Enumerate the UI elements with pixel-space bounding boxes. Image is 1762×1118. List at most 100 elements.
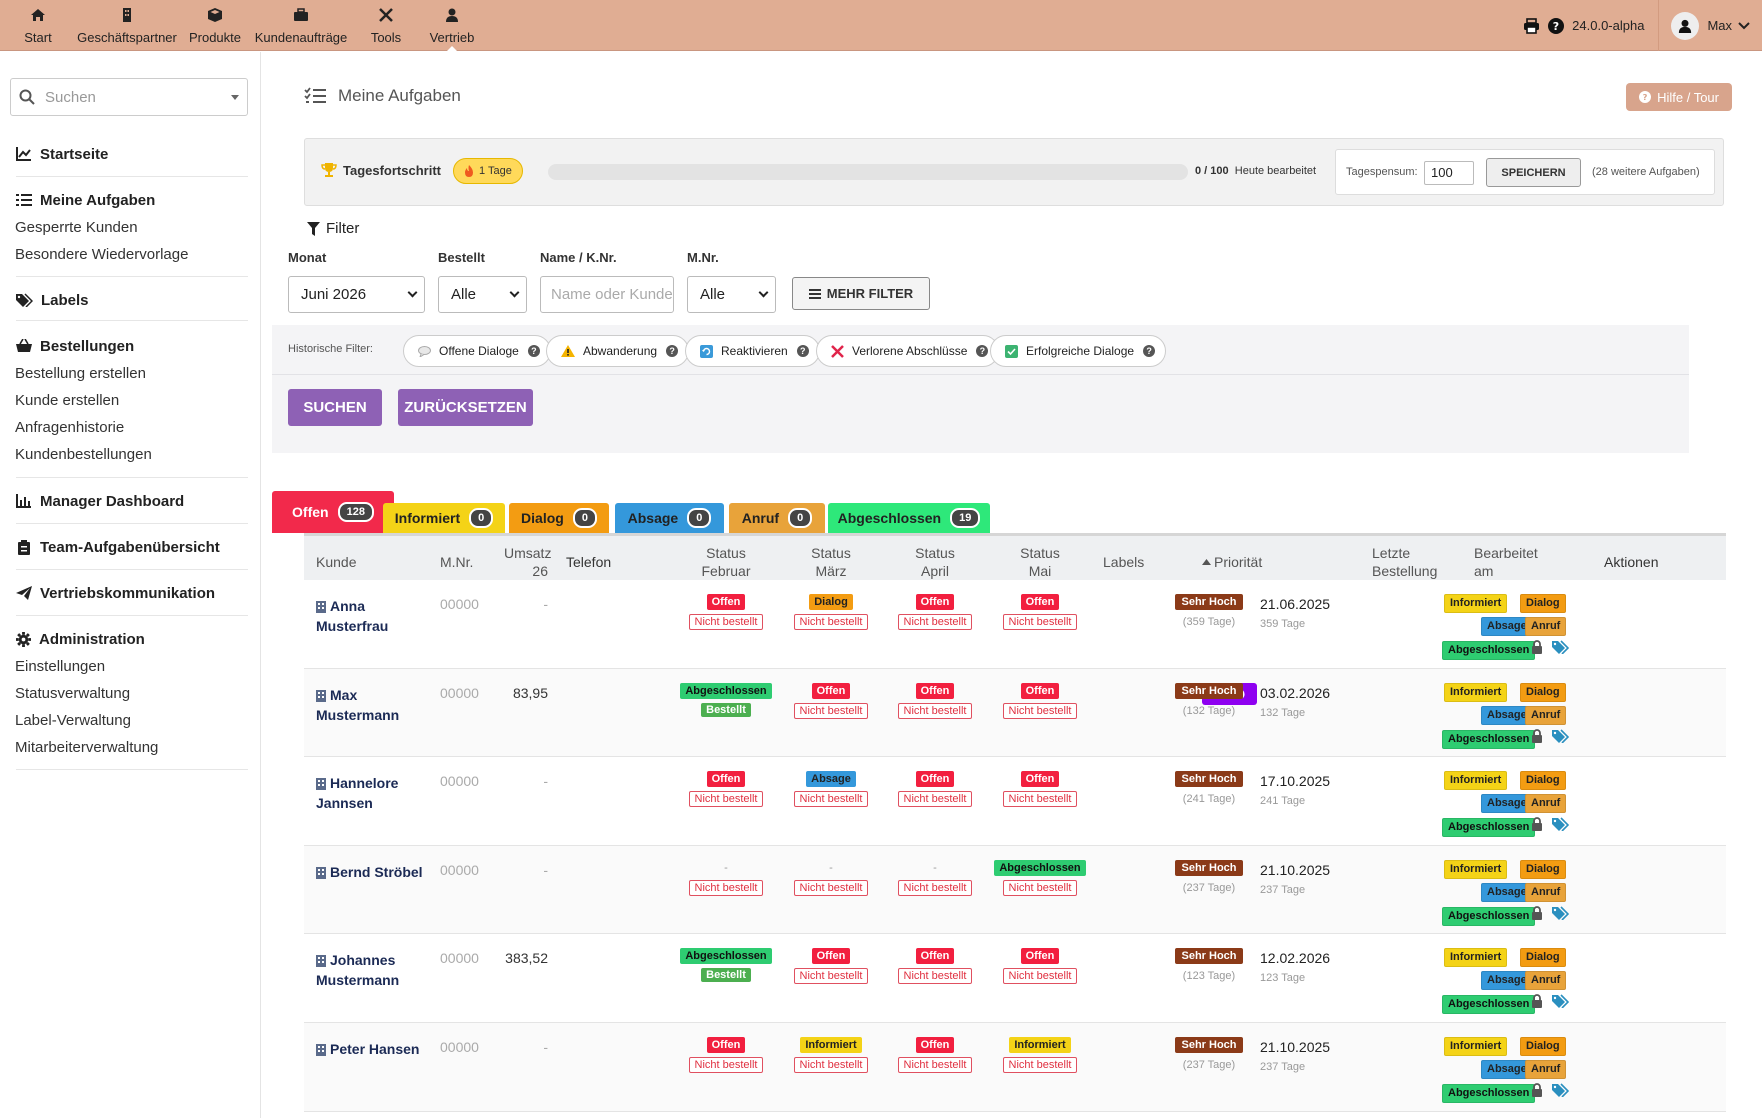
action-abgeschlossen-button[interactable]: Abgeschlossen xyxy=(1442,1083,1536,1103)
sidebar-item-labels[interactable]: Labels xyxy=(16,288,248,312)
action-dialog-button[interactable]: Dialog xyxy=(1520,682,1566,702)
user-menu[interactable]: Max xyxy=(1658,0,1762,51)
customer-name[interactable]: Peter Hansen xyxy=(316,1039,436,1059)
header-umsatz[interactable]: Umsatz 26 xyxy=(504,544,551,580)
action-informiert-button[interactable]: Informiert xyxy=(1444,1036,1508,1056)
lock-icon[interactable] xyxy=(1531,1083,1543,1097)
customer-name[interactable]: Anna Musterfrau xyxy=(316,596,436,636)
question-icon[interactable]: ? xyxy=(796,345,809,357)
sidebar-item-besondere-wiedervorlage[interactable]: Besondere Wiedervorlage xyxy=(15,246,189,263)
header-status-mar[interactable]: Status März xyxy=(776,544,886,580)
tab-2[interactable]: Dialog 0 xyxy=(509,503,609,533)
sidebar-item-team[interactable]: Team-Aufgabenübersicht xyxy=(16,535,248,559)
sidebar-item-kunde-erstellen[interactable]: Kunde erstellen xyxy=(15,392,120,409)
tags-icon[interactable] xyxy=(1552,994,1569,1009)
hist-filter-erfolgreiche-dialoge[interactable]: Erfolgreiche Dialoge? xyxy=(990,335,1167,367)
action-dialog-button[interactable]: Dialog xyxy=(1520,859,1566,879)
header-telefon[interactable]: Telefon xyxy=(566,554,612,570)
sidebar-item-bestellung-erstellen[interactable]: Bestellung erstellen xyxy=(15,365,146,382)
tags-icon[interactable] xyxy=(1552,1083,1569,1097)
sidebar-item-gesperrte-kunden[interactable]: Gesperrte Kunden xyxy=(15,219,138,236)
sidebar-item-kundenbestellungen[interactable]: Kundenbestellungen xyxy=(15,446,152,463)
lock-icon[interactable] xyxy=(1531,905,1543,920)
save-quota-button[interactable]: SPEICHERN xyxy=(1486,158,1581,187)
lock-icon[interactable] xyxy=(1531,817,1543,832)
action-abgeschlossen-button[interactable]: Abgeschlossen xyxy=(1442,995,1536,1015)
header-status-feb[interactable]: Status Februar xyxy=(671,544,781,580)
table-row[interactable]: Peter Hansen 00000- Offen Nicht bestellt Inf… xyxy=(304,1022,1726,1112)
nav-geschaeftspartner[interactable]: Geschäftspartner xyxy=(75,0,179,51)
header-mnr[interactable]: M.Nr. xyxy=(440,554,474,570)
more-filter-button[interactable]: MEHR FILTER xyxy=(792,277,930,310)
action-absage-button[interactable]: Absage xyxy=(1481,617,1533,636)
sidebar-item-anfragenhistorie[interactable]: Anfragenhistorie xyxy=(15,419,125,436)
table-row[interactable]: Anna Musterfrau 00000- Offen Nicht bestellt D… xyxy=(304,580,1726,669)
hist-filter-reaktivieren[interactable]: Reaktivieren? xyxy=(685,335,820,367)
sidebar-item-startseite[interactable]: Startseite xyxy=(16,142,248,166)
sidebar-item-manager-dashboard[interactable]: Manager Dashboard xyxy=(16,489,248,513)
tags-icon[interactable] xyxy=(1552,817,1569,832)
action-informiert-button[interactable]: Informiert xyxy=(1444,948,1508,968)
sidebar-item-statusverwaltung[interactable]: Statusverwaltung xyxy=(15,685,131,702)
sidebar-item-mitarbeiterverwaltung[interactable]: Mitarbeiterverwaltung xyxy=(15,739,159,756)
header-status-mai[interactable]: Status Mai xyxy=(985,544,1095,580)
sidebar-item-label-verwaltung[interactable]: Label-Verwaltung xyxy=(15,712,131,729)
customer-name[interactable]: Hannelore Jannsen xyxy=(316,773,436,813)
action-anruf-button[interactable]: Anruf xyxy=(1525,617,1567,636)
header-bearbeitet-am[interactable]: Bearbeitet am xyxy=(1474,544,1538,580)
action-absage-button[interactable]: Absage xyxy=(1481,705,1533,725)
nav-tools[interactable]: Tools xyxy=(365,0,407,51)
tags-icon[interactable] xyxy=(1552,640,1569,654)
table-row[interactable]: Max Mustermann 00000 83,95 Abgeschlossen Best… xyxy=(304,668,1726,758)
hist-filter-verlorene-abschluesse[interactable]: Verlorene Abschlüsse? xyxy=(816,335,1000,367)
tab-3[interactable]: Absage 0 xyxy=(615,503,724,533)
reset-button[interactable]: ZURÜCKSETZEN xyxy=(398,389,533,426)
action-abgeschlossen-button[interactable]: Abgeschlossen xyxy=(1442,641,1536,660)
action-abgeschlossen-button[interactable]: Abgeschlossen xyxy=(1442,906,1536,926)
question-icon[interactable]: ? xyxy=(1143,345,1156,357)
table-row[interactable]: Hannelore Jannsen 00000 - Offen Nicht bestell… xyxy=(304,757,1726,846)
action-abgeschlossen-button[interactable]: Abgeschlossen xyxy=(1442,818,1536,838)
question-icon[interactable]: ? xyxy=(666,345,679,357)
sidebar-item-meine-aufgaben[interactable]: Meine Aufgaben xyxy=(16,188,248,212)
customer-name[interactable]: Johannes Mustermann xyxy=(316,950,436,990)
tags-icon[interactable] xyxy=(1552,906,1569,920)
header-status-apr[interactable]: Status April xyxy=(880,544,990,580)
nav-produkte[interactable]: Produkte xyxy=(187,0,243,51)
search-button[interactable]: SUCHEN xyxy=(288,389,382,426)
table-row[interactable]: Johannes Mustermann 00000 383,52 Abgeschloss… xyxy=(304,934,1726,1023)
sidebar-item-einstellungen[interactable]: Einstellungen xyxy=(15,658,106,675)
action-dialog-button[interactable]: Dialog xyxy=(1520,948,1566,968)
monat-select[interactable]: Juni 2026 xyxy=(288,276,425,313)
action-anruf-button[interactable]: Anruf xyxy=(1525,705,1567,725)
header-prioritaet[interactable]: Priorität xyxy=(1202,553,1262,571)
action-informiert-button[interactable]: Informiert xyxy=(1444,682,1508,702)
tags-icon[interactable] xyxy=(1552,729,1569,743)
question-icon[interactable]: ? xyxy=(976,345,989,357)
action-absage-button[interactable]: Absage xyxy=(1481,1059,1533,1079)
action-absage-button[interactable]: Absage xyxy=(1481,794,1533,814)
action-dialog-button[interactable]: Dialog xyxy=(1520,771,1566,791)
header-kunde[interactable]: Kunde xyxy=(316,554,357,570)
action-anruf-button[interactable]: Anruf xyxy=(1525,971,1567,991)
hist-filter-offene-dialoge[interactable]: Offene Dialoge? xyxy=(403,335,551,367)
lock-icon[interactable] xyxy=(1531,640,1543,654)
sidebar-item-bestellungen[interactable]: Bestellungen xyxy=(16,334,248,358)
customer-name[interactable]: Max Mustermann xyxy=(316,685,436,725)
tab-5[interactable]: Abgeschlossen 19 xyxy=(828,503,990,533)
action-anruf-button[interactable]: Anruf xyxy=(1525,882,1567,902)
name-input[interactable]: Name oder Kundennr. xyxy=(540,276,674,313)
print-icon[interactable] xyxy=(1523,17,1540,34)
sidebar-item-administration[interactable]: Administration xyxy=(16,627,248,651)
header-letzte-bestellung[interactable]: Letzte Bestellung xyxy=(1372,544,1437,580)
action-informiert-button[interactable]: Informiert xyxy=(1444,859,1508,879)
action-informiert-button[interactable]: Informiert xyxy=(1444,771,1508,791)
action-absage-button[interactable]: Absage xyxy=(1481,971,1533,991)
nav-vertrieb[interactable]: Vertrieb xyxy=(427,0,477,52)
mnr-select[interactable]: Alle xyxy=(687,276,776,313)
action-anruf-button[interactable]: Anruf xyxy=(1525,794,1567,814)
tab-0[interactable]: Offen 128 xyxy=(272,491,394,533)
table-row[interactable]: Bernd Ströbel 00000 - - Nicht bestellt - Nicht… xyxy=(304,845,1726,935)
help-icon[interactable]: ? xyxy=(1548,17,1565,34)
help-tour-button[interactable]: ? Hilfe / Tour xyxy=(1626,83,1732,111)
